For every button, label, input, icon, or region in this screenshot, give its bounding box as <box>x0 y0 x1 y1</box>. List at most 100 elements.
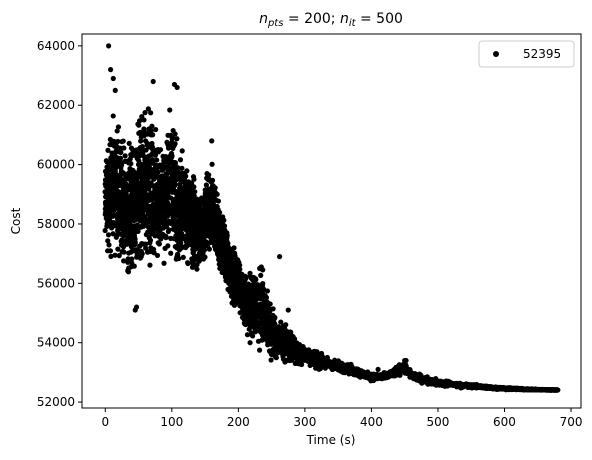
x-tick-label: 600 <box>493 415 516 429</box>
data-point <box>167 107 173 113</box>
data-point <box>141 126 147 132</box>
x-axis-label: Time (s) <box>306 433 356 447</box>
data-point <box>206 246 212 252</box>
data-point <box>134 251 140 257</box>
data-point <box>209 138 215 144</box>
data-point <box>224 232 230 239</box>
data-point <box>115 138 121 145</box>
data-point <box>206 172 212 178</box>
data-point <box>214 191 220 197</box>
x-tick-label: 400 <box>360 415 383 429</box>
title-eq-it: = 500 <box>356 11 403 27</box>
data-point <box>136 118 143 124</box>
data-point <box>105 147 111 153</box>
data-point <box>105 232 112 238</box>
data-point <box>125 269 132 275</box>
title-sub-it: it <box>349 18 357 29</box>
data-point <box>175 165 181 171</box>
y-tick-label: 52000 <box>37 395 75 409</box>
data-point <box>115 246 121 252</box>
x-tick-label: 300 <box>293 415 316 429</box>
data-point <box>150 78 156 85</box>
data-point <box>110 75 116 82</box>
data-point <box>110 231 116 237</box>
data-point <box>143 241 149 247</box>
data-point <box>132 242 138 248</box>
y-tick-label: 60000 <box>37 158 75 172</box>
data-point <box>110 113 116 119</box>
data-point <box>148 110 154 116</box>
legend-label: 52395 <box>523 47 561 61</box>
data-point <box>277 254 283 260</box>
data-point <box>169 135 176 141</box>
chart-title: npts = 200; nit = 500 <box>259 11 403 29</box>
data-point <box>161 260 167 266</box>
x-tick-label: 0 <box>101 415 109 429</box>
data-point <box>268 357 274 363</box>
data-point <box>257 265 263 272</box>
data-point <box>172 141 178 147</box>
data-point <box>172 181 178 187</box>
data-point <box>149 123 155 129</box>
legend-box <box>478 40 575 68</box>
data-point <box>136 158 142 164</box>
data-point <box>163 233 169 239</box>
data-point <box>142 110 148 116</box>
data-point <box>107 248 114 254</box>
data-point <box>115 124 122 130</box>
x-tick-label: 700 <box>560 415 583 429</box>
data-point <box>192 189 198 195</box>
data-point <box>143 245 149 251</box>
data-point <box>152 152 159 158</box>
data-point <box>247 340 253 346</box>
data-point <box>177 157 184 163</box>
data-point <box>131 263 137 269</box>
data-point <box>138 138 144 144</box>
x-tick-label: 100 <box>160 415 183 429</box>
data-point <box>127 237 133 243</box>
data-point <box>264 288 271 294</box>
data-point <box>109 225 115 231</box>
legend: 52395 <box>478 40 575 68</box>
data-point <box>102 227 108 234</box>
data-point <box>221 223 228 229</box>
data-point <box>147 262 153 268</box>
data-point <box>212 185 218 191</box>
y-tick-label: 62000 <box>37 98 75 112</box>
data-point <box>121 145 127 151</box>
data-point <box>174 84 180 91</box>
x-tick-label: 200 <box>227 415 250 429</box>
data-point <box>120 138 126 144</box>
data-point <box>174 136 180 142</box>
data-point <box>156 241 162 247</box>
data-point <box>139 143 145 150</box>
data-point <box>403 357 409 364</box>
data-point <box>260 280 266 287</box>
data-point <box>147 237 154 243</box>
data-point <box>242 274 249 280</box>
data-point <box>272 314 278 321</box>
data-point <box>121 249 127 255</box>
data-point <box>106 43 112 49</box>
data-point <box>221 217 227 223</box>
data-point <box>250 333 256 339</box>
data-point <box>253 277 259 283</box>
data-point <box>375 366 381 373</box>
data-point <box>202 254 208 260</box>
data-point <box>153 126 159 133</box>
legend-marker <box>493 51 499 57</box>
data-point <box>278 319 284 325</box>
data-point <box>141 117 147 123</box>
data-point <box>148 128 154 134</box>
data-point <box>150 132 156 138</box>
data-point <box>256 347 263 353</box>
data-point <box>145 106 151 112</box>
data-point <box>172 159 178 166</box>
data-point <box>165 243 171 249</box>
data-point <box>135 228 141 234</box>
title-n-pts: n <box>259 11 268 27</box>
data-point <box>116 253 122 259</box>
data-point <box>283 322 289 328</box>
data-point <box>267 301 273 307</box>
data-point <box>108 67 114 73</box>
